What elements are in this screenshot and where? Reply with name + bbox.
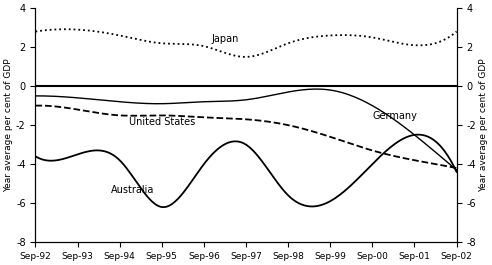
Text: United States: United States (128, 117, 195, 127)
Text: Australia: Australia (111, 186, 154, 195)
Y-axis label: Year average per cent of GDP: Year average per cent of GDP (4, 58, 13, 192)
Text: Germany: Germany (372, 111, 417, 121)
Text: Japan: Japan (211, 34, 239, 44)
Y-axis label: Year average per cent of GDP: Year average per cent of GDP (479, 58, 488, 192)
